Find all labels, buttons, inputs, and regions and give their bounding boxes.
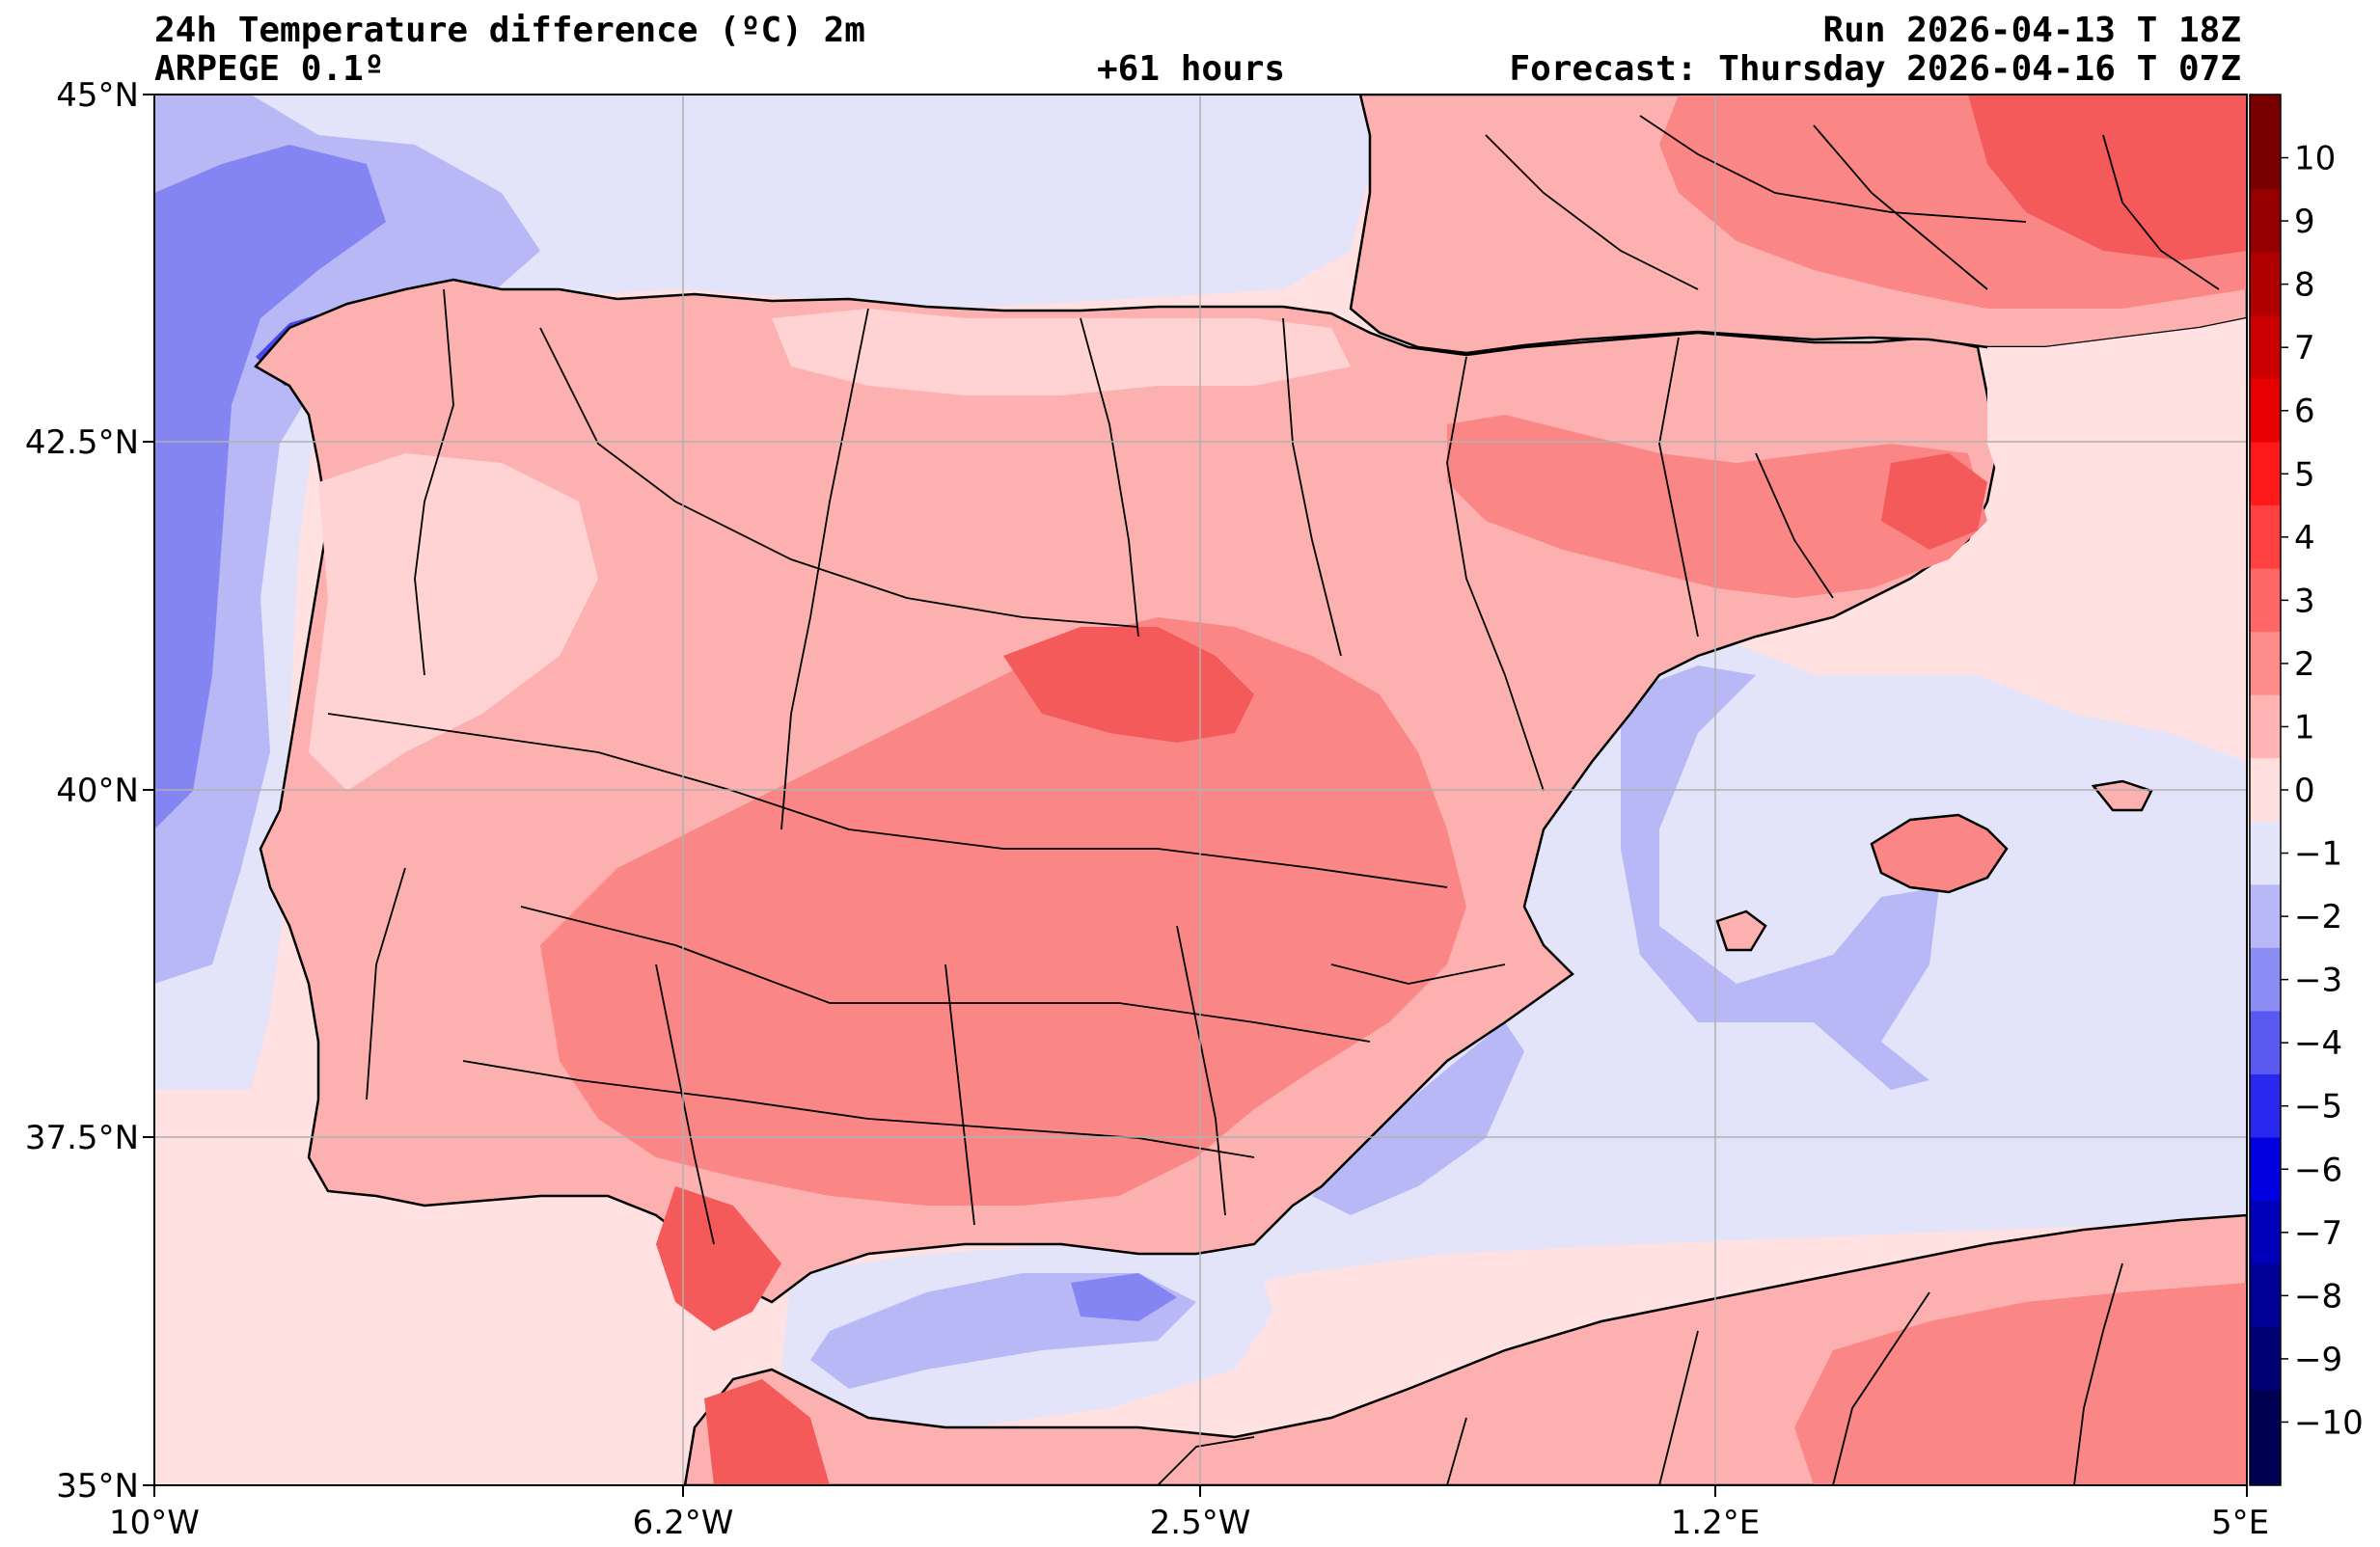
colorbar-label: 5: [2294, 455, 2315, 494]
ibiza-island: [1715, 909, 1767, 952]
colorbar-band: [2250, 1011, 2281, 1075]
colorbar-band: [2250, 1137, 2281, 1203]
northwest-mild-zone: [309, 453, 598, 791]
colorbar-label: 3: [2294, 582, 2315, 620]
mediterranean-cold-band: [1621, 665, 1939, 1090]
map-area: [154, 95, 2247, 1485]
atlantic-cold-band: [154, 145, 386, 829]
central-hot-core: [1003, 627, 1254, 743]
levante-coast-cool: [1312, 1022, 1524, 1215]
alps-hot-core: [1968, 95, 2247, 260]
colorbar-band: [2250, 1390, 2281, 1455]
lon-label-5e: 5°E: [2211, 1504, 2269, 1542]
colorbar-label: 10: [2294, 140, 2336, 178]
northcoast-mild-zone: [772, 309, 1351, 395]
graticule: [154, 95, 2247, 1485]
colorbar-label: 8: [2294, 266, 2315, 305]
colorbar-band: [2250, 1327, 2281, 1392]
colorbar-label: 9: [2294, 203, 2315, 241]
colorbar-label: 7: [2294, 329, 2315, 367]
colorbar-label: 2: [2294, 645, 2315, 684]
colorbar-band: [2250, 505, 2281, 570]
colorbar-band: [2250, 125, 2281, 191]
lead-time: +61 hours: [1097, 49, 1286, 89]
colorbar-band: [2250, 1263, 2281, 1329]
model-name: ARPEGE 0.1º: [154, 49, 385, 89]
colorbar-extend-top: [2250, 95, 2281, 127]
chart-title: 24h Temperature difference (ºC) 2m: [154, 11, 865, 50]
lat-label-45n: 45°N: [56, 76, 139, 115]
colorbar-label: −9: [2294, 1341, 2342, 1379]
axis-ticks: [143, 94, 2248, 1497]
colorbar-band: [2250, 189, 2281, 254]
interior-warm-zone: [540, 617, 1466, 1206]
mallorca-island: [1870, 813, 2009, 894]
colorbar-band: [2250, 1073, 2281, 1139]
colorbar-label: 4: [2294, 519, 2315, 557]
lon-label-2-5w: 2.5°W: [1150, 1504, 1251, 1542]
colorbar-extend-bottom: [2250, 1453, 2281, 1485]
lat-label-42-5n: 42.5°N: [25, 423, 139, 462]
catalonia-hot-core: [1881, 453, 1987, 550]
gulf-of-lion-sea: [1987, 318, 2247, 598]
colorbar-band: [2250, 252, 2281, 317]
colorbar-band: [2250, 568, 2281, 634]
colorbar-band: [2250, 758, 2281, 823]
lat-label-40n: 40°N: [56, 772, 139, 810]
colorbar-label: −10: [2294, 1403, 2364, 1442]
colorbar-band: [2250, 947, 2281, 1013]
colorbar-label: −5: [2294, 1088, 2342, 1126]
menorca-island: [2091, 779, 2153, 812]
colorbar-band: [2250, 821, 2281, 886]
colorbar-band: [2250, 442, 2281, 507]
lon-label-6-2w: 6.2°W: [633, 1504, 734, 1542]
ebro-warm-zone: [1447, 415, 1987, 598]
colorbar-label: 1: [2294, 708, 2315, 746]
colorbar-band: [2250, 694, 2281, 760]
colorbar-label: −1: [2294, 835, 2342, 874]
alboran-cold-spot: [1071, 1273, 1177, 1321]
colorbar-label: −4: [2294, 1024, 2342, 1063]
colorbar-band: [2250, 1201, 2281, 1265]
forecast-time: Forecast: Thursday 2026-04-16 T 07Z: [1509, 49, 2241, 89]
colorbar-band: [2250, 884, 2281, 949]
colorbar-band: [2250, 315, 2281, 380]
lon-label-10w: 10°W: [109, 1504, 200, 1542]
lon-label-1-2e: 1.2°E: [1671, 1504, 1761, 1542]
run-time: Run 2026-04-13 T 18Z: [1822, 11, 2241, 50]
colorbar-band: [2250, 632, 2281, 696]
colorbar-label: −6: [2294, 1151, 2342, 1189]
colorbar-label: −3: [2294, 962, 2342, 1000]
lat-label-37-5n: 37.5°N: [25, 1119, 139, 1157]
lat-label-35n: 35°N: [56, 1467, 139, 1506]
colorbar-label: −2: [2294, 898, 2342, 936]
north-africa-warm-zone: [1794, 1283, 2247, 1485]
colorbar-label: 0: [2294, 772, 2315, 810]
rif-hot-core: [704, 1379, 830, 1485]
colorbar-label: 6: [2294, 393, 2315, 431]
andalusia-hot-core: [656, 1186, 781, 1331]
colorbar-label: −7: [2294, 1214, 2342, 1253]
colorbar-band: [2250, 378, 2281, 444]
region-borders: [327, 115, 2220, 1485]
colorbar-label: −8: [2294, 1277, 2342, 1316]
